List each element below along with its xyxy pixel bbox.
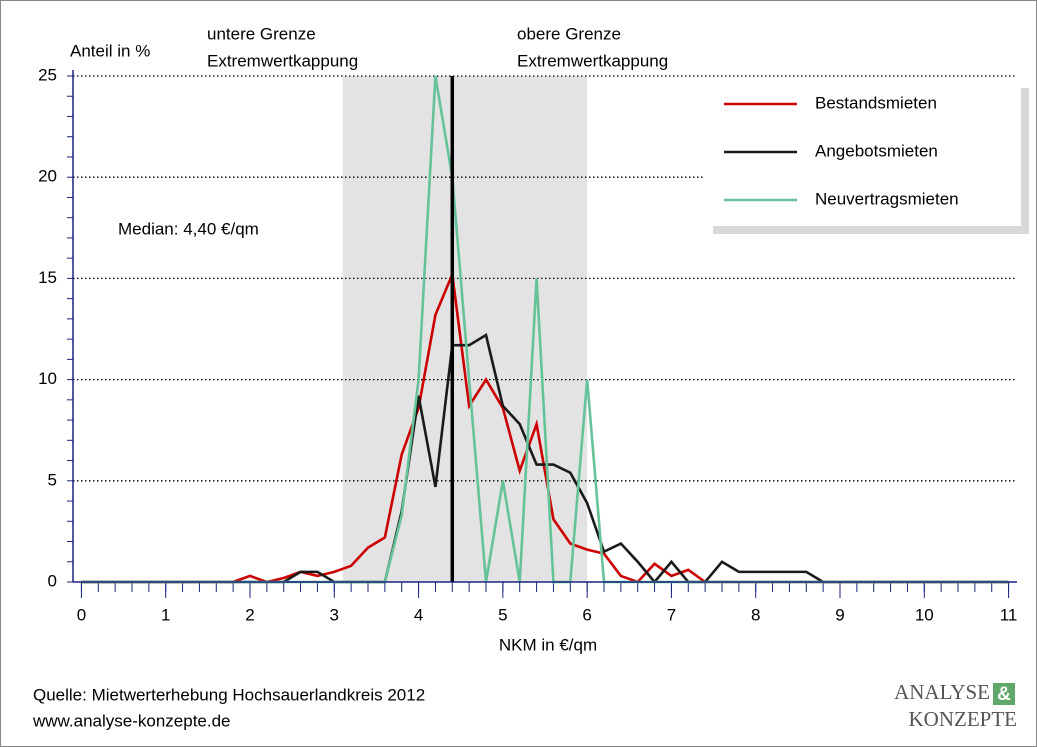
source: Quelle: Mietwerterhebung Hochsauerlandkr… — [33, 685, 425, 704]
logo: ANALYSE — [894, 680, 990, 704]
x-tick-label: 1 — [161, 605, 170, 624]
x-tick-label: 0 — [77, 605, 86, 624]
annotation: Extremwertkappung — [517, 51, 668, 70]
x-tick-label: 2 — [245, 605, 254, 624]
x-tick-label: 4 — [414, 605, 423, 624]
x-tick-label: 5 — [498, 605, 507, 624]
x-tick-label: 11 — [1000, 605, 1018, 624]
annotation: Median: 4,40 €/qm — [118, 219, 259, 238]
x-axis-label: NKM in €/qm — [499, 635, 597, 654]
x-tick-label: 10 — [915, 605, 934, 624]
x-tick-label: 9 — [835, 605, 844, 624]
x-tick-label: 6 — [582, 605, 591, 624]
y-tick-label: 5 — [48, 470, 57, 489]
x-tick-label: 7 — [667, 605, 676, 624]
logo-box — [993, 683, 1015, 705]
annotation: obere Grenze — [517, 24, 621, 43]
annotation: untere Grenze — [207, 24, 316, 43]
annotation: Extremwertkappung — [207, 51, 358, 70]
y-tick-label: 10 — [38, 369, 57, 388]
legend-label: Angebotsmieten — [815, 141, 938, 160]
logo: & — [997, 684, 1011, 705]
legend-label: Bestandsmieten — [815, 93, 937, 112]
y-tick-label: 25 — [38, 65, 57, 84]
y-axis-label: Anteil in % — [70, 41, 150, 60]
y-tick-label: 15 — [38, 268, 57, 287]
logo: KONZEPTE — [909, 707, 1018, 731]
url: www.analyse-konzepte.de — [32, 711, 231, 730]
legend-label: Neuvertragsmieten — [815, 189, 959, 208]
y-tick-label: 0 — [48, 571, 57, 590]
x-tick-label: 8 — [751, 605, 760, 624]
x-tick-label: 3 — [330, 605, 339, 624]
y-tick-label: 20 — [38, 167, 57, 186]
